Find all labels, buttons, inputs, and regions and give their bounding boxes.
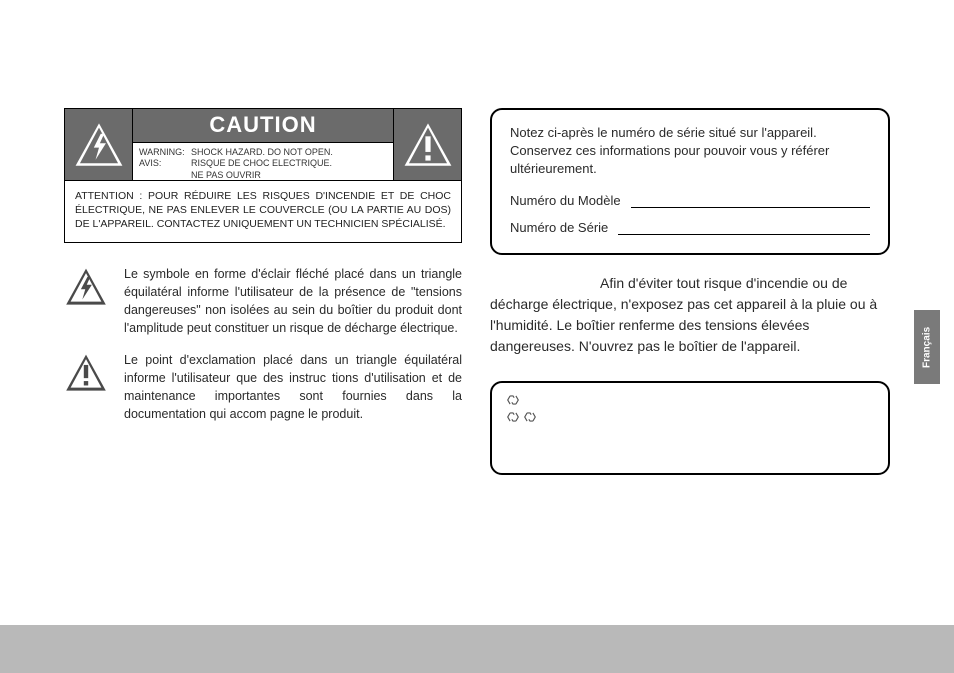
lightning-triangle-icon	[64, 267, 108, 307]
serial-intro: Notez ci-après le numéro de série situé …	[510, 124, 870, 179]
serial-box: Notez ci-après le numéro de série situé …	[490, 108, 890, 255]
warning-text: SHOCK HAZARD. DO NOT OPEN.	[191, 147, 333, 158]
right-column: Notez ci-après le numéro de série situé …	[490, 108, 890, 475]
serial-number-label: Numéro de Série	[510, 220, 608, 235]
lightning-symbol-text: Le symbole en forme d'éclair fléché plac…	[124, 265, 462, 338]
warning-label: WARNING:	[139, 147, 191, 158]
caution-header: CAUTION WARNING: SHOCK HAZARD. DO NOT OP…	[65, 109, 461, 181]
exclaim-triangle-standalone	[64, 351, 110, 424]
lightning-triangle-standalone	[64, 265, 110, 338]
avis-text-1: RISQUE DE CHOC ELECTRIQUE.	[191, 158, 332, 169]
lightning-triangle-icon	[73, 121, 125, 169]
recycle-icon	[506, 393, 520, 407]
model-number-label: Numéro du Modèle	[510, 193, 621, 208]
bottom-bar	[0, 625, 954, 673]
caution-title: CAUTION	[133, 109, 393, 143]
exclaim-triangle-icon	[64, 353, 108, 393]
exclaim-triangle-icon	[402, 121, 454, 169]
exclaim-symbol-block: Le point d'exclamation placé dans un tri…	[64, 351, 462, 424]
caution-attention-text: ATTENTION : POUR RÉDUIRE LES RISQUES D'I…	[65, 181, 461, 242]
caution-title-area: CAUTION WARNING: SHOCK HAZARD. DO NOT OP…	[133, 109, 393, 180]
left-column: CAUTION WARNING: SHOCK HAZARD. DO NOT OP…	[64, 108, 462, 475]
recycle-box	[490, 381, 890, 475]
language-tab[interactable]: Français	[914, 310, 940, 384]
recycle-icon	[506, 410, 520, 424]
model-number-line	[631, 194, 870, 208]
recycle-icon	[523, 410, 537, 424]
exclaim-triangle-cell	[393, 109, 461, 180]
avis-label: AVIS:	[139, 158, 191, 169]
lightning-symbol-block: Le symbole en forme d'éclair fléché plac…	[64, 265, 462, 338]
avis-text-2: NE PAS OUVRIR	[191, 170, 261, 181]
exclaim-symbol-text: Le point d'exclamation placé dans un tri…	[124, 351, 462, 424]
lightning-triangle-cell	[65, 109, 133, 180]
serial-number-row: Numéro de Série	[510, 220, 870, 235]
warning-paragraph: Afin d'éviter tout risque d'incendie ou …	[490, 273, 890, 357]
model-number-row: Numéro du Modèle	[510, 193, 870, 208]
serial-number-line	[618, 221, 870, 235]
page-content: CAUTION WARNING: SHOCK HAZARD. DO NOT OP…	[64, 108, 890, 475]
recycle-icons	[506, 393, 874, 427]
caution-lines: WARNING: SHOCK HAZARD. DO NOT OPEN. AVIS…	[133, 143, 393, 185]
caution-box: CAUTION WARNING: SHOCK HAZARD. DO NOT OP…	[64, 108, 462, 243]
warning-text-body: Afin d'éviter tout risque d'incendie ou …	[490, 275, 877, 354]
two-column-layout: CAUTION WARNING: SHOCK HAZARD. DO NOT OP…	[64, 108, 890, 475]
